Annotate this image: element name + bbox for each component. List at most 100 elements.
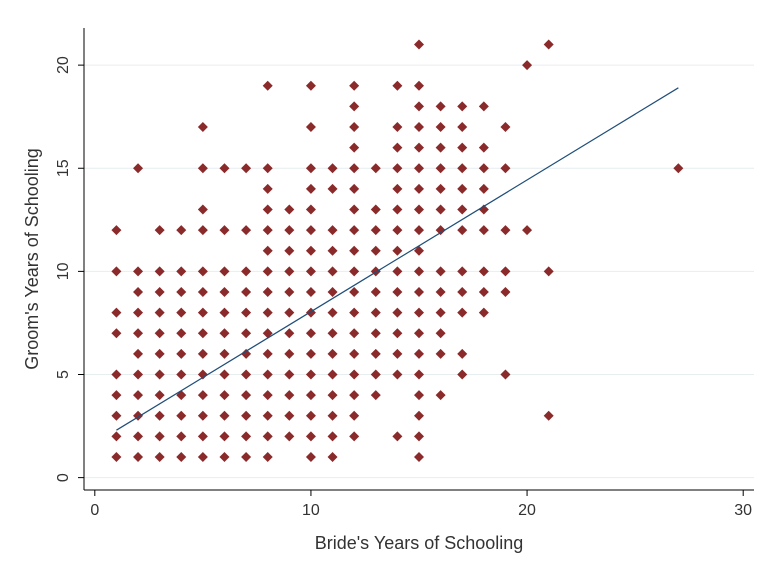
data-point [262, 183, 273, 194]
data-point [111, 369, 122, 380]
data-point [133, 287, 144, 297]
data-point [392, 204, 403, 215]
data-point [176, 452, 187, 462]
data-point [305, 266, 316, 277]
data-point [154, 431, 165, 442]
data-point [327, 307, 338, 318]
data-point [284, 410, 295, 421]
y-tick-label-10: 10 [55, 262, 72, 280]
x-tick-label-20: 20 [518, 502, 536, 519]
data-point [414, 183, 424, 194]
data-point [219, 390, 230, 401]
data-point [133, 328, 144, 339]
data-point [176, 369, 187, 380]
data-point [176, 348, 187, 359]
data-point [349, 410, 360, 421]
data-point [262, 410, 273, 421]
data-point [284, 225, 295, 236]
y-tick-label-15: 15 [55, 159, 72, 177]
data-point [111, 328, 122, 339]
data-point [370, 204, 381, 215]
axes: 0 10 20 30 0 5 10 15 20 [55, 56, 752, 519]
data-point [435, 225, 446, 236]
data-point [327, 328, 338, 339]
data-point [284, 287, 295, 297]
data-point [349, 225, 360, 236]
data-point [241, 390, 252, 401]
data-point [133, 307, 144, 318]
data-point [305, 245, 316, 256]
data-point [262, 163, 273, 174]
y-tick-label-5: 5 [55, 370, 72, 379]
data-point [111, 410, 122, 421]
data-point [327, 452, 338, 462]
data-point [414, 369, 424, 380]
data-point [457, 101, 468, 112]
data-point [262, 348, 273, 359]
data-point [241, 328, 252, 339]
data-point [219, 431, 230, 442]
y-tick-label-20: 20 [55, 56, 72, 74]
data-point [435, 328, 446, 339]
data-point [500, 287, 511, 297]
data-point [370, 328, 381, 339]
data-point [305, 390, 316, 401]
data-point [349, 142, 360, 153]
data-point [241, 452, 252, 462]
data-point [543, 410, 554, 421]
data-point [457, 287, 468, 297]
fit-line-group [116, 87, 679, 431]
data-point [176, 266, 187, 277]
data-point [370, 307, 381, 318]
data-point [154, 225, 165, 236]
data-point [262, 452, 273, 462]
data-point [327, 266, 338, 277]
data-point [154, 390, 165, 401]
data-point [370, 369, 381, 380]
data-point [197, 307, 208, 318]
data-point [392, 287, 403, 297]
data-point [522, 225, 533, 236]
data-point [414, 163, 424, 174]
data-point [176, 328, 187, 339]
data-point [414, 225, 424, 236]
data-point [392, 183, 403, 194]
data-point [305, 328, 316, 339]
data-point [349, 287, 360, 297]
data-point [154, 452, 165, 462]
data-point [392, 369, 403, 380]
data-point [392, 348, 403, 359]
data-point [154, 266, 165, 277]
data-point [262, 80, 273, 91]
data-point [111, 390, 122, 401]
data-point [305, 452, 316, 462]
data-point [197, 122, 208, 132]
data-point [111, 225, 122, 236]
data-point [414, 204, 424, 215]
data-point [133, 452, 144, 462]
data-point [197, 410, 208, 421]
data-point [197, 369, 208, 380]
data-point [241, 225, 252, 236]
data-point [154, 410, 165, 421]
data-point [478, 163, 489, 174]
data-point [197, 204, 208, 215]
fit-line [116, 87, 679, 431]
data-point [522, 60, 533, 71]
data-point [133, 431, 144, 442]
data-point [241, 287, 252, 297]
data-point [392, 307, 403, 318]
data-point [414, 80, 424, 91]
data-point [414, 410, 424, 421]
y-axis-label: Groom's Years of Schooling [22, 148, 42, 370]
data-point [262, 431, 273, 442]
data-point [327, 390, 338, 401]
data-point [262, 266, 273, 277]
data-point [349, 183, 360, 194]
data-point [435, 183, 446, 194]
data-point [392, 122, 403, 132]
data-point [284, 390, 295, 401]
data-point [478, 101, 489, 112]
data-point [478, 266, 489, 277]
data-point [305, 204, 316, 215]
